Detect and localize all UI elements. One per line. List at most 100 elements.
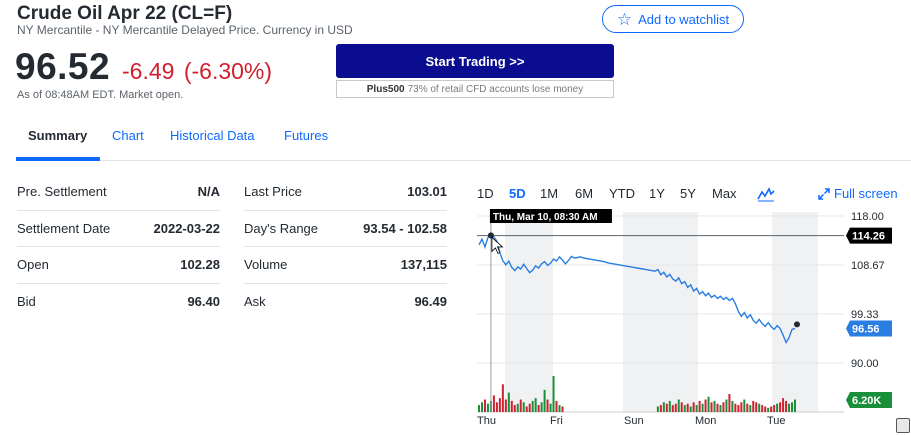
price-chart[interactable]: Thu, Mar 10, 08:30 AM 118.00 108.67 99.33 9… <box>474 206 896 430</box>
stat-value: 96.49 <box>414 294 447 310</box>
range-1d[interactable]: 1D <box>477 186 494 201</box>
range-6m[interactable]: 6M <box>575 186 594 201</box>
volume-bar <box>779 402 782 412</box>
volume-bar <box>740 402 743 412</box>
add-to-watchlist-button[interactable]: ☆ Add to watchlist <box>602 5 744 33</box>
volume-bar <box>525 406 528 412</box>
crosshair-price-tag-bg <box>846 227 892 244</box>
volume-bar <box>513 405 516 412</box>
quote-tabs: Summary Chart Historical Data Futures <box>16 120 911 161</box>
price-change: -6.49 (-6.30%) <box>122 58 272 85</box>
volume-bar <box>734 403 737 412</box>
volume-bar <box>677 399 680 412</box>
volume-bar <box>540 402 543 412</box>
x-tick-label: Mon <box>695 415 716 427</box>
stat-label: Bid <box>17 294 36 310</box>
session-band <box>772 212 818 412</box>
volume-bar <box>695 405 698 412</box>
price-change-value: -6.49 <box>122 58 175 84</box>
stat-label: Open <box>17 257 49 273</box>
volume-bar <box>495 402 498 412</box>
full-screen-button[interactable]: Full screen <box>818 186 898 201</box>
stat-value: 2022-03-22 <box>153 220 221 236</box>
range-5d[interactable]: 5D <box>509 186 526 201</box>
volume-bar <box>755 402 758 412</box>
volume-bar <box>674 403 677 412</box>
session-band <box>505 212 553 412</box>
stat-value: 93.54 - 102.58 <box>363 220 447 236</box>
x-tick-label: Tue <box>767 415 786 427</box>
volume-bar <box>761 405 764 412</box>
tab-historical-data[interactable]: Historical Data <box>170 128 255 143</box>
volume-bar <box>764 406 767 412</box>
mouse-cursor-icon <box>491 236 504 254</box>
cfd-disclaimer[interactable]: Plus500 73% of retail CFD accounts lose … <box>336 80 614 98</box>
volume-bar <box>552 376 555 412</box>
volume-bar <box>656 406 659 412</box>
stat-value: 103.01 <box>407 184 447 200</box>
volume-bar <box>704 399 707 412</box>
start-trading-button[interactable]: Start Trading >> <box>336 44 614 78</box>
stats-table-left: Pre. Settlement N/A Settlement Date 2022… <box>17 174 220 320</box>
volume-bar <box>507 392 510 412</box>
volume-bar <box>486 403 489 412</box>
volume-bar <box>492 395 495 412</box>
range-ytd[interactable]: YTD <box>609 186 635 201</box>
range-5y[interactable]: 5Y <box>680 186 696 201</box>
quote-title: Crude Oil Apr 22 (CL=F) <box>17 3 233 24</box>
volume-bar <box>773 405 776 412</box>
stat-row-open: Open 102.28 <box>17 247 220 284</box>
y-tick-label: 90.00 <box>851 358 879 370</box>
tab-chart[interactable]: Chart <box>112 128 144 143</box>
stat-row-pre-settlement: Pre. Settlement N/A <box>17 174 220 211</box>
price-change-percent: (-6.30%) <box>183 58 273 84</box>
stat-label: Settlement Date <box>17 220 111 236</box>
stat-row-bid: Bid 96.40 <box>17 284 220 321</box>
session-bands <box>505 212 818 412</box>
volume-bar <box>561 406 564 412</box>
volume-bar <box>531 400 534 412</box>
stat-value: 96.40 <box>187 294 220 310</box>
volume-bar <box>776 403 779 412</box>
volume-bar <box>478 405 480 412</box>
volume-bar <box>528 403 531 412</box>
volume-bar <box>665 403 668 412</box>
volume-bar <box>752 400 755 412</box>
volume-bar <box>680 402 683 412</box>
tab-futures[interactable]: Futures <box>284 128 329 143</box>
star-outline-icon: ☆ <box>616 9 633 29</box>
volume-bar <box>749 405 752 412</box>
stat-row-days-range: Day's Range 93.54 - 102.58 <box>244 211 447 247</box>
current-price: 96.52 <box>15 46 111 87</box>
volume-bar <box>504 399 507 412</box>
price-tags: 114.26 96.56 6.20K <box>846 227 892 408</box>
volume-bar <box>686 403 689 412</box>
volume-bar <box>707 396 710 412</box>
stat-value: 102.28 <box>180 257 220 273</box>
stat-value: N/A <box>197 184 220 200</box>
tooltip-date: Thu, Mar 10, 08:30 AM <box>493 212 598 223</box>
stat-row-settlement-date: Settlement Date 2022-03-22 <box>17 211 221 247</box>
range-max[interactable]: Max <box>712 186 737 201</box>
current-price-tag-bg <box>846 320 892 337</box>
x-tick-label: Thu <box>477 415 496 427</box>
volume-bar <box>710 402 713 412</box>
range-1m[interactable]: 1M <box>540 186 559 201</box>
tab-summary[interactable]: Summary <box>28 128 88 143</box>
y-axis-ticks: 118.00 108.67 99.33 90.00 <box>851 211 885 370</box>
range-1y[interactable]: 1Y <box>649 186 665 201</box>
volume-bar <box>480 402 483 412</box>
save-icon[interactable] <box>896 418 910 433</box>
crosshair-point <box>487 232 494 239</box>
volume-bar <box>671 405 674 412</box>
stat-row-ask: Ask 96.49 <box>244 284 447 321</box>
volume-bar <box>516 403 519 412</box>
volume-bar <box>725 399 728 412</box>
crosshair-price-tag: 114.26 <box>852 231 885 243</box>
active-tab-indicator <box>16 157 100 161</box>
mountain-chart-icon[interactable] <box>757 186 775 202</box>
stat-label: Pre. Settlement <box>17 184 107 200</box>
volume-bar <box>510 400 513 412</box>
price-line <box>478 234 796 345</box>
volume-bars <box>478 376 796 412</box>
